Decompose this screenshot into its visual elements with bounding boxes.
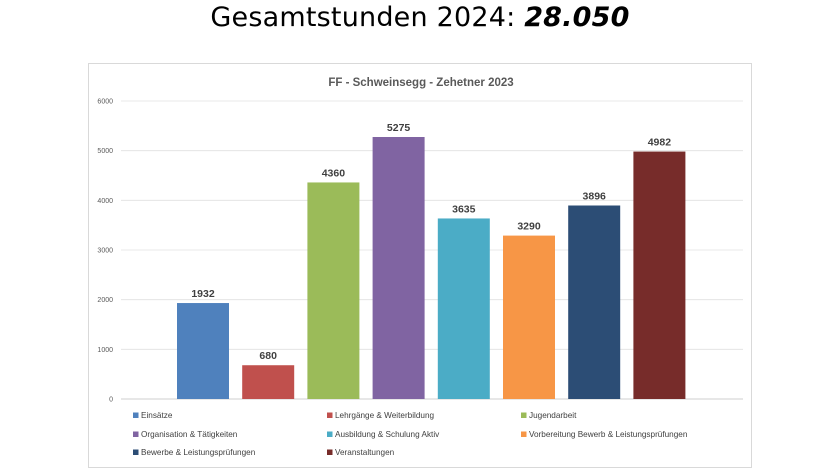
legend-label: Veranstaltungen xyxy=(335,448,395,457)
legend-swatch xyxy=(133,412,139,418)
bar-chart: FF - Schweinsegg - Zehetner 2023 0 1000 200… xyxy=(97,77,743,457)
bar xyxy=(307,182,360,399)
legend-swatch xyxy=(521,431,527,437)
headline-prefix: Gesamtstunden 2024: xyxy=(210,2,516,33)
legend-label: Bewerbe & Leistungsprüfungen xyxy=(141,448,256,457)
bar xyxy=(372,137,425,399)
chart-title: FF - Schweinsegg - Zehetner 2023 xyxy=(328,77,513,89)
legend-swatch xyxy=(133,449,139,455)
legend-label: Jugendarbeit xyxy=(529,411,577,420)
data-label: 3896 xyxy=(583,190,607,202)
y-tick-label: 0 xyxy=(109,397,113,404)
bar xyxy=(503,235,555,399)
y-tick-label: 6000 xyxy=(97,99,113,106)
y-tick-label: 2000 xyxy=(97,297,113,304)
legend-label: Lehrgänge & Weiterbildung xyxy=(335,411,435,420)
data-label: 1932 xyxy=(191,288,215,300)
y-tick-label: 1000 xyxy=(97,347,113,354)
headline: Gesamtstunden 2024: 28.050 xyxy=(0,2,840,33)
data-label: 4360 xyxy=(322,167,346,179)
legend-swatch xyxy=(133,431,139,437)
legend-swatch xyxy=(521,412,527,418)
data-label: 4982 xyxy=(648,137,672,149)
headline-total-value: 28.050 xyxy=(524,2,630,33)
bar xyxy=(177,303,229,399)
bar xyxy=(568,205,621,399)
bar xyxy=(633,151,686,399)
legend-label: Einsätze xyxy=(141,411,173,420)
legend-swatch xyxy=(327,449,333,455)
data-label: 3290 xyxy=(517,221,541,233)
bar xyxy=(242,365,295,399)
legend-label: Vorbereitung Bewerb & Leistungsprüfungen xyxy=(529,430,688,439)
y-tick-label: 5000 xyxy=(97,148,113,155)
y-tick-label: 4000 xyxy=(97,198,113,205)
chart-area: FF - Schweinsegg - Zehetner 2023 0 1000 200… xyxy=(88,63,752,468)
data-label: 680 xyxy=(259,350,277,362)
legend-label: Organisation & Tätigkeiten xyxy=(141,430,238,439)
legend-label: Ausbildung & Schulung Aktiv xyxy=(335,430,440,439)
y-tick-label: 3000 xyxy=(97,248,113,255)
bar xyxy=(437,218,490,399)
data-label: 3635 xyxy=(452,203,476,215)
legend-swatch xyxy=(327,431,333,437)
legend-swatch xyxy=(327,412,333,418)
data-label: 5275 xyxy=(387,122,411,134)
